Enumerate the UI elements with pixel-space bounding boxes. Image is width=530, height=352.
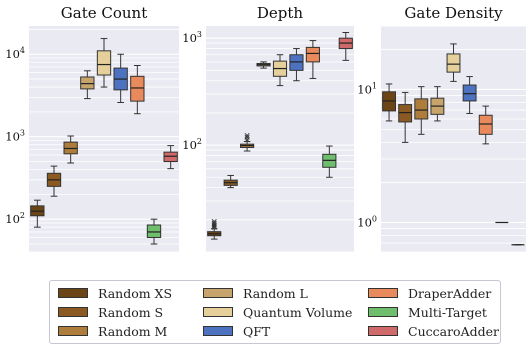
box-body — [446, 53, 461, 73]
box-body — [414, 98, 429, 120]
box-multi-target — [146, 218, 162, 245]
legend-entry-random-s: Random S — [58, 303, 163, 321]
legend-entry-random-m: Random M — [58, 322, 167, 340]
legend-swatch — [58, 326, 88, 336]
y-tick-label: 100 — [357, 214, 377, 229]
legend-entry-draperadder: DraperAdder — [368, 284, 491, 302]
legend-entry-multi-target: Multi-Target — [368, 303, 487, 321]
panel-1: Depth 102 103 — [182, 4, 354, 253]
flier — [211, 220, 217, 226]
box-body — [80, 76, 95, 90]
box-body — [478, 114, 493, 135]
legend-label: Random S — [98, 304, 164, 320]
panel-2: Gate Density 100 101 — [357, 4, 526, 253]
box-random-s — [46, 165, 62, 197]
y-tick-label: 102 — [182, 137, 202, 152]
legend-label: QFT — [243, 323, 271, 339]
box-qft — [113, 53, 128, 103]
legend-entry-qft: QFT — [203, 322, 270, 340]
y-tick-label: 101 — [357, 81, 377, 96]
box-cuccaroadder — [163, 145, 178, 170]
legend-swatch — [203, 288, 233, 298]
legend: Random XS Random S Random M Random L Quantum… — [49, 280, 501, 344]
box-body — [146, 224, 162, 238]
legend-entry-cuccaroadder: CuccaroAdder — [368, 322, 499, 340]
box-random-xs — [207, 218, 222, 240]
box-body — [289, 54, 304, 71]
box-draperadder — [130, 65, 145, 115]
box-random-l — [80, 70, 95, 100]
box-multi-target — [322, 145, 337, 178]
box-body — [462, 84, 477, 102]
legend-swatch — [368, 288, 398, 298]
box-random-l — [430, 86, 445, 122]
box-qft — [462, 76, 477, 114]
y-tick-label: 103 — [5, 129, 25, 144]
box-body — [96, 50, 112, 76]
legend-swatch — [368, 307, 398, 317]
panel-title: Gate Density — [404, 4, 503, 22]
y-tick-label: 102 — [5, 211, 25, 226]
box-qft — [289, 48, 304, 82]
y-tick-label: 103 — [182, 30, 202, 45]
box-body — [305, 46, 320, 63]
flier — [244, 134, 250, 140]
legend-swatch — [203, 307, 233, 317]
legend-label: DraperAdder — [408, 285, 492, 301]
flier — [211, 218, 217, 224]
box-draperadder — [478, 105, 493, 145]
legend-entry-random-l: Random L — [203, 284, 308, 302]
box-body — [163, 151, 178, 163]
legend-label: Quantum Volume — [243, 304, 353, 320]
legend-swatch — [203, 326, 233, 336]
box-random-l — [256, 61, 271, 69]
box-random-s — [398, 91, 413, 143]
box-random-m — [240, 132, 255, 152]
legend-label: Random M — [98, 323, 168, 339]
flier — [244, 132, 250, 138]
box-quantum-volume — [272, 54, 288, 87]
legend-swatch — [368, 326, 398, 336]
y-tick-label: 104 — [5, 46, 25, 61]
box-random-m — [414, 86, 429, 135]
box-body — [130, 75, 145, 102]
panel-0: Gate Count 102 103 104 — [5, 4, 179, 253]
panel-title: Gate Count — [61, 4, 147, 22]
legend-entry-random-xs: Random XS — [58, 284, 172, 302]
box-quantum-volume — [446, 43, 461, 82]
legend-swatch — [58, 307, 88, 317]
box-cuccaroadder — [338, 32, 353, 61]
box-random-m — [63, 135, 78, 164]
legend-swatch — [58, 288, 88, 298]
box-quantum-volume — [96, 38, 112, 88]
legend-label: Random XS — [98, 285, 173, 301]
box-random-xs — [382, 83, 397, 122]
box-random-xs — [30, 199, 45, 228]
legend-entry-quantum-volume: Quantum Volume — [203, 303, 352, 321]
legend-label: Random L — [243, 285, 308, 301]
box-random-s — [223, 174, 238, 189]
box-draperadder — [305, 40, 320, 79]
panel-title: Depth — [257, 4, 304, 22]
legend-label: CuccaroAdder — [408, 323, 499, 339]
box-body — [398, 104, 413, 123]
legend-label: Multi-Target — [408, 304, 487, 320]
